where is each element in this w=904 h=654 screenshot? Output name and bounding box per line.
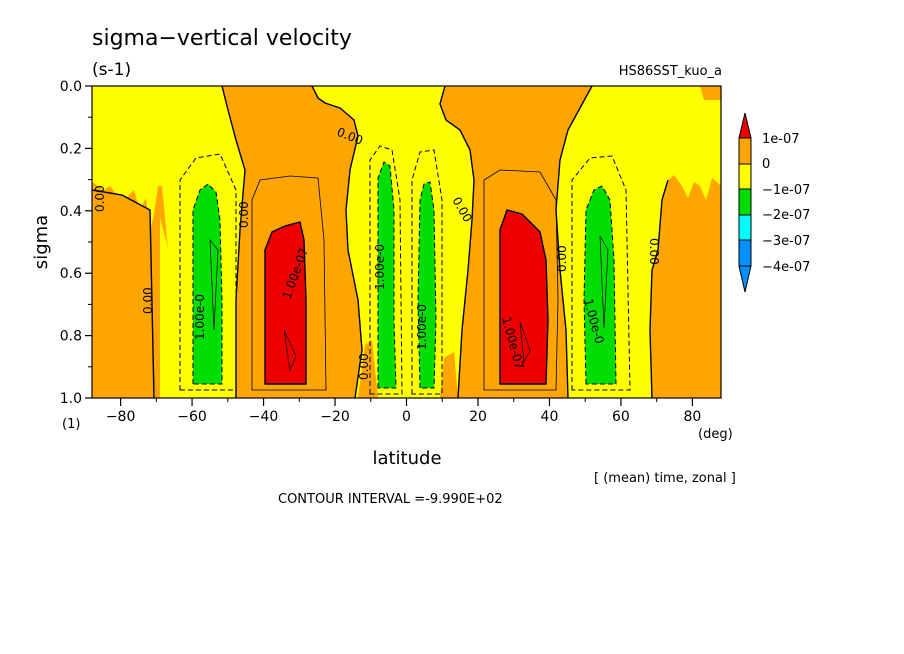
y-tick-label: 0.6 — [60, 266, 82, 282]
colorbar-label: −2e-07 — [762, 208, 810, 223]
x-tick-label: −60 — [177, 409, 207, 425]
contour-label: 0.00 — [555, 245, 569, 272]
contour-label: 0.00 — [647, 238, 661, 265]
x-tick-label: 80 — [683, 409, 701, 425]
colorbar-label: −4e-07 — [762, 260, 810, 275]
orange-region-north-edge — [700, 86, 721, 100]
contour-label: 0.00 — [141, 287, 155, 314]
colorbar-arrow-bottom — [738, 265, 752, 293]
colorbar-swatch-yellow — [738, 163, 752, 190]
orange-region-west-strip — [92, 190, 154, 398]
x-tick-label: −20 — [320, 409, 350, 425]
y-unit-label: (1) — [62, 417, 80, 432]
y-tick-label: 1.0 — [60, 391, 82, 407]
colorbar-swatch-cyan — [738, 214, 752, 241]
contour-label: 1.00e-0 — [373, 244, 387, 290]
contour-interval-label: CONTOUR INTERVAL =-9.990E+02 — [278, 492, 503, 507]
x-tick-label: 40 — [541, 409, 559, 425]
x-tick-label: 20 — [469, 409, 487, 425]
y-axis: 0.0 0.2 0.4 0.6 0.8 1.0 — [60, 79, 92, 407]
green-cell-southern-midlat — [193, 184, 222, 384]
y-axis-label: sigma — [31, 215, 52, 269]
y-tick-label: 0.0 — [60, 79, 82, 95]
contour-field: 0.00 0.00 0.00 0.00 0.00 0.00 0.00 0.00 … — [92, 86, 721, 398]
contour-label: 0.00 — [93, 185, 107, 212]
colorbar-arrow-top — [738, 112, 752, 139]
x-tick-label: 0 — [402, 409, 411, 425]
x-tick-label: −40 — [249, 409, 279, 425]
orange-region-equator-gap-2 — [440, 352, 458, 398]
yellow-band — [92, 86, 721, 398]
green-cell-north-tropics — [418, 182, 436, 388]
y-tick-label: 0.8 — [60, 329, 82, 345]
x-axis: −80 −60 −40 −20 0 20 40 60 80 — [106, 398, 701, 425]
y-tick-label: 0.2 — [60, 141, 82, 157]
contour-label: 0.00 — [237, 201, 251, 228]
green-cell-northern-midlat — [584, 186, 616, 384]
x-axis-label: latitude — [372, 448, 441, 469]
red-cell-northern — [500, 210, 548, 384]
experiment-label: HS86SST_kuo_a — [619, 64, 722, 79]
x-unit-label: (deg) — [698, 427, 733, 442]
x-tick-label: 60 — [612, 409, 630, 425]
colorbar: 1e-07 0 −1e-07 −2e-07 −3e-07 −4e-07 — [738, 112, 810, 293]
contour-label: 1.00e-0 — [415, 304, 429, 350]
contour-label: 1.00e-0 — [193, 294, 207, 340]
red-cell-southern — [265, 222, 306, 384]
orange-region-east-strip — [650, 175, 721, 398]
orange-region-equator-gap — [358, 340, 378, 398]
colorbar-label: 0 — [762, 157, 770, 172]
colorbar-swatch-blue — [738, 239, 752, 267]
colorbar-label: −3e-07 — [762, 234, 810, 249]
y-tick-label: 0.4 — [60, 204, 82, 220]
colorbar-label: 1e-07 — [762, 132, 800, 147]
contour-label: 0.00 — [357, 353, 371, 380]
x-tick-label: −80 — [106, 409, 136, 425]
colorbar-swatch-orange — [738, 137, 752, 165]
colorbar-label: −1e-07 — [762, 183, 810, 198]
contour-lines — [92, 86, 669, 398]
footer-note: [ (mean) time, zonal ] — [594, 471, 736, 486]
chart-title: sigma−vertical velocity — [92, 26, 352, 51]
units-label: (s-1) — [92, 60, 131, 80]
colorbar-swatch-green — [738, 188, 752, 216]
green-cell-south-tropics — [378, 162, 396, 388]
